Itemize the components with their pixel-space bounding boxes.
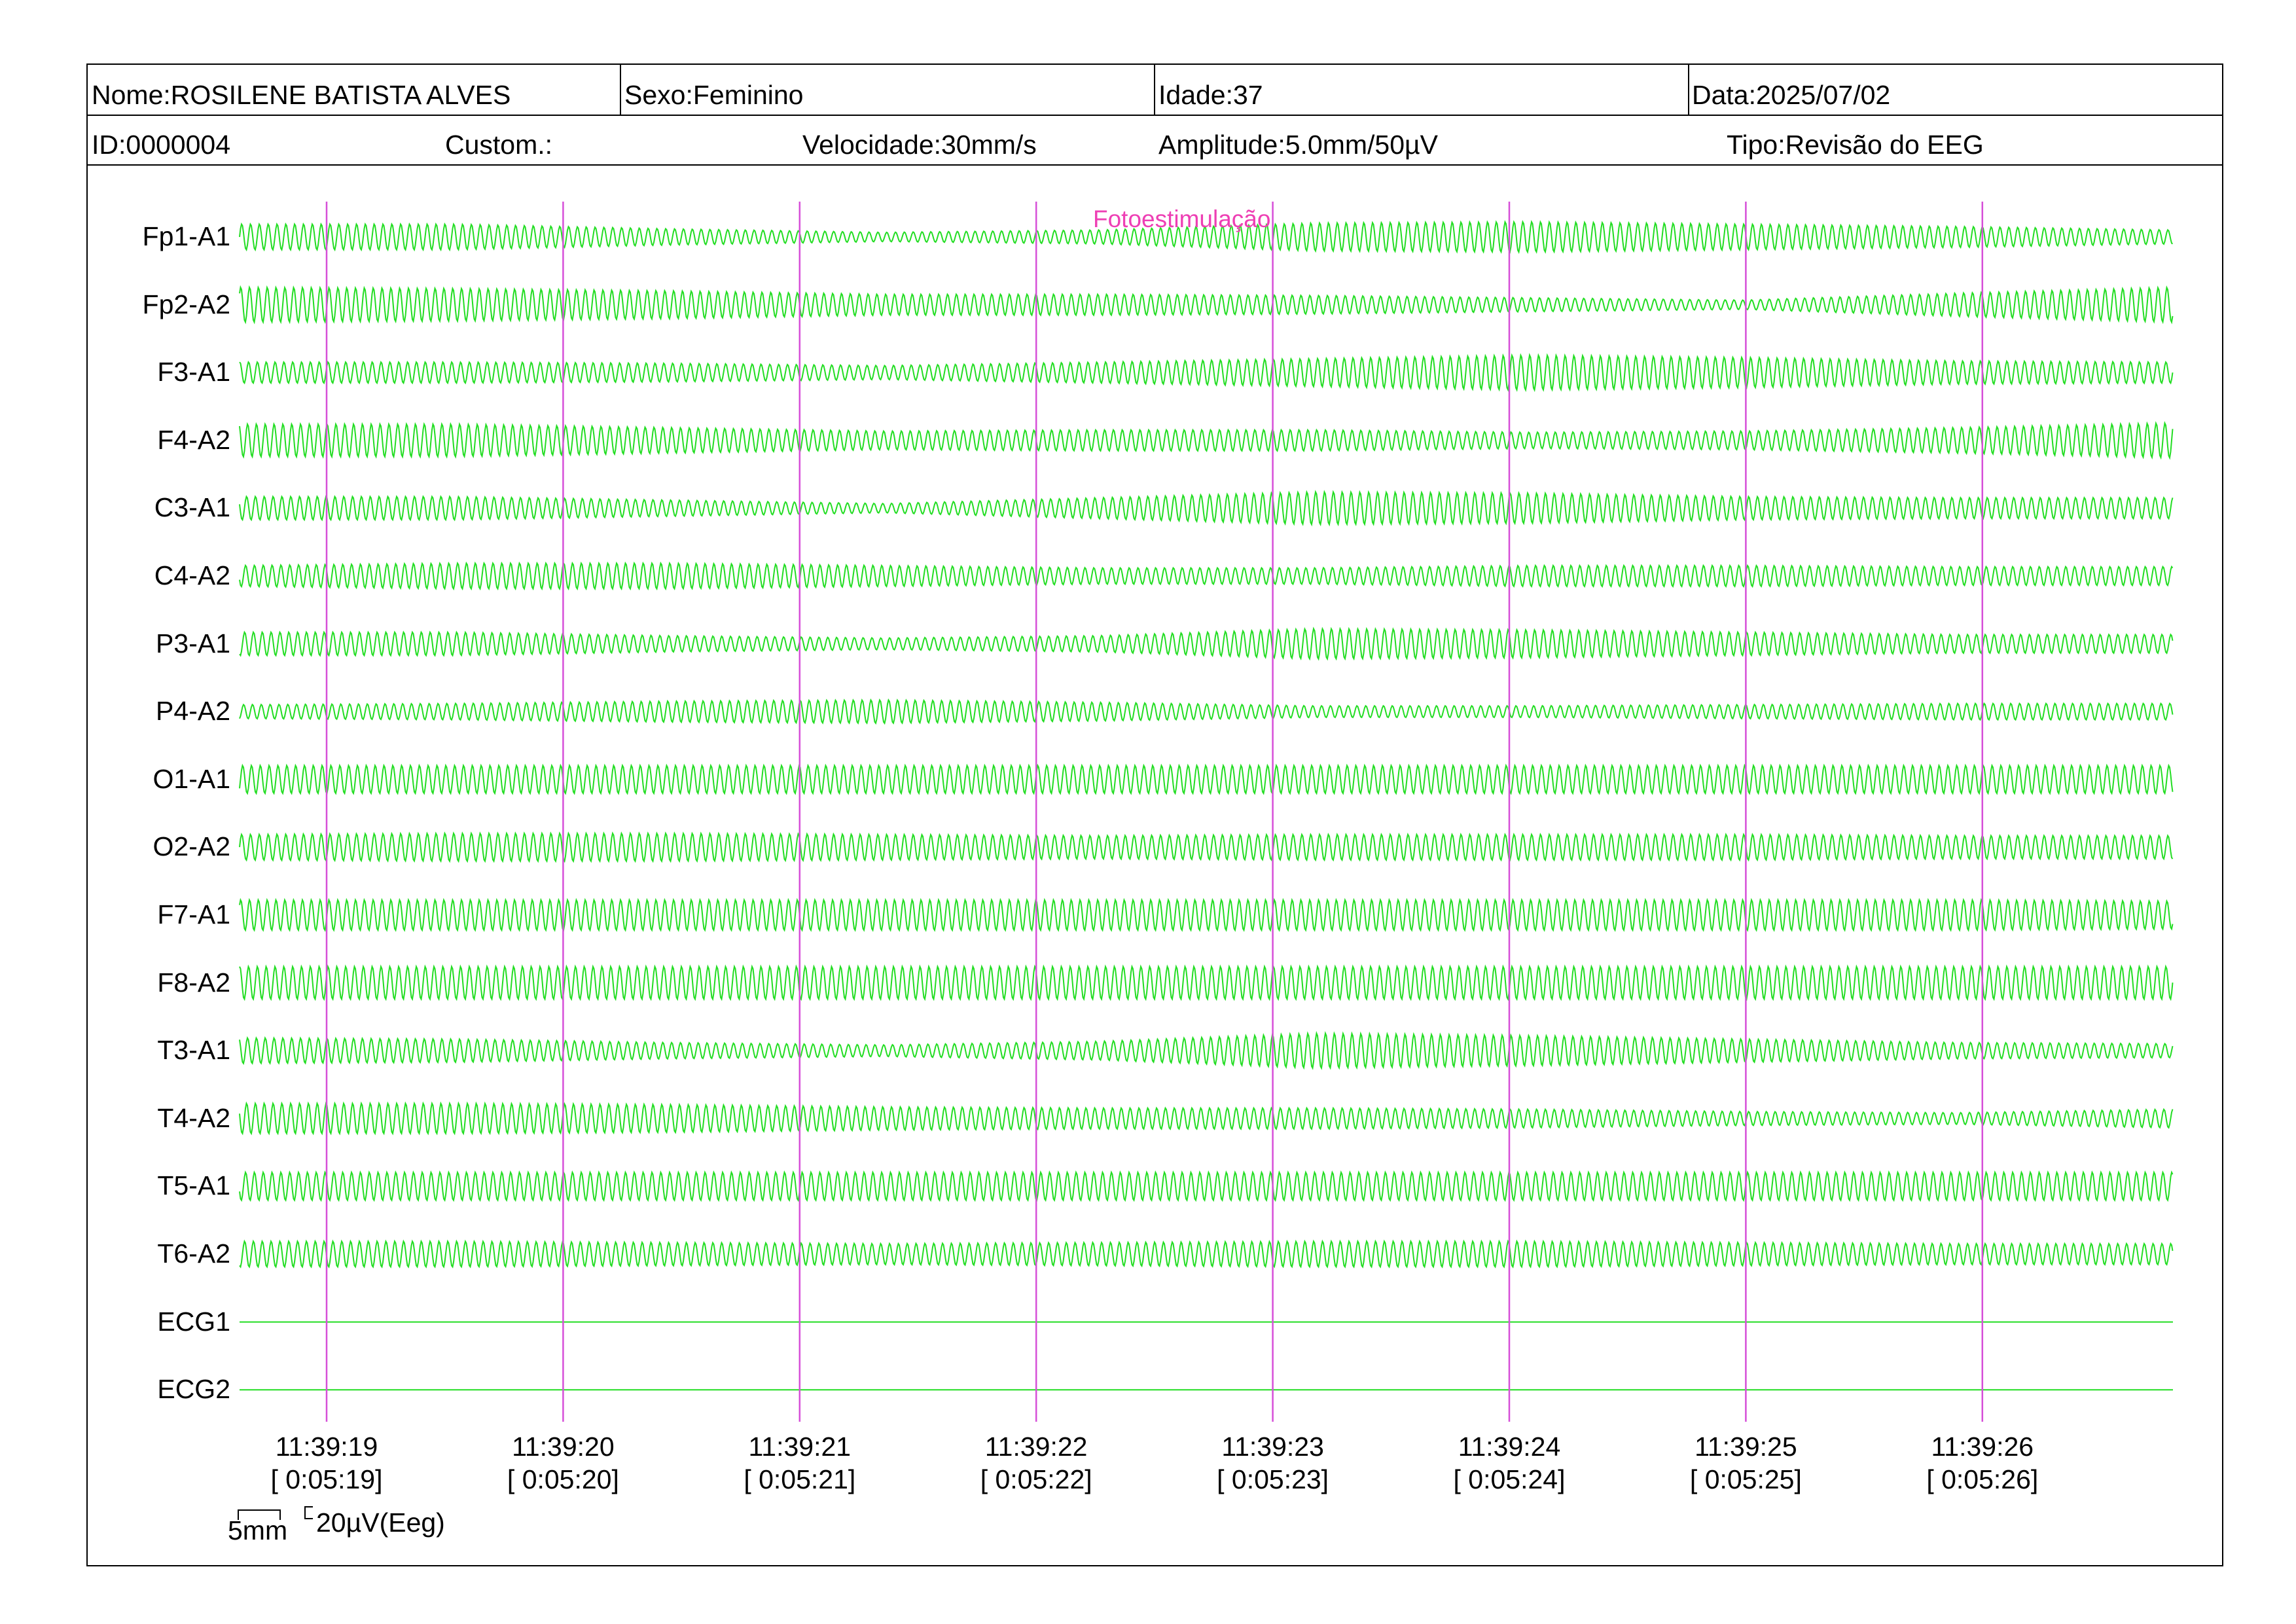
time-elapsed-label: [ 0:05:21]: [744, 1464, 856, 1494]
time-clock-label: 11:39:21: [748, 1432, 852, 1462]
custom-field: Custom.:: [445, 130, 553, 160]
time-clock-label: 11:39:25: [1695, 1432, 1797, 1462]
channel-label: F3-A1: [157, 357, 230, 388]
trace-o2-a2: [239, 831, 2174, 863]
scale-amp-label: 20µV(Eeg): [316, 1507, 445, 1538]
channel-label: F7-A1: [157, 899, 230, 929]
channel-label: ECG2: [157, 1374, 230, 1405]
time-clock-label: 11:39:24: [1458, 1432, 1561, 1462]
time-elapsed-label: [ 0:05:22]: [980, 1464, 1092, 1494]
time-elapsed-label: [ 0:05:26]: [1926, 1464, 2039, 1494]
channel-label: Fp1-A1: [142, 221, 230, 251]
trace-f4-a2: [239, 421, 2174, 460]
time-clock-label: 11:39:22: [984, 1432, 1088, 1462]
trace-p3-a1: [239, 626, 2174, 661]
time-elapsed-label: [ 0:05:20]: [507, 1464, 619, 1494]
channel-label: T5-A1: [157, 1170, 230, 1201]
speed-setting: Velocidade:30mm/s: [802, 130, 1037, 160]
channel-label: C4-A2: [154, 560, 230, 590]
exam-date: Data:2025/07/02: [1692, 80, 1891, 110]
scale-time-bracket: [238, 1509, 281, 1520]
scale-bar: [238, 1506, 313, 1520]
channel-label: F8-A2: [157, 967, 230, 998]
patient-sex: Sexo:Feminino: [624, 80, 804, 110]
patient-id: ID:0000004: [92, 130, 231, 160]
channel-label: T3-A1: [157, 1035, 230, 1066]
trace-t3-a1: [239, 1031, 2174, 1070]
trace-t6-a2: [239, 1239, 2174, 1269]
time-elapsed-label: [ 0:05:24]: [1453, 1464, 1566, 1494]
time-clock-label: 11:39:20: [512, 1432, 615, 1462]
time-elapsed-label: [ 0:05:25]: [1689, 1464, 1802, 1494]
time-clock-label: 11:39:19: [275, 1432, 378, 1462]
report-type: Tipo:Revisão do EEG: [1727, 130, 1984, 160]
channel-label: Fp2-A2: [142, 289, 230, 319]
second-markers: [325, 202, 1984, 1422]
trace-o1-a1: [239, 763, 2174, 795]
time-elapsed-label: [ 0:05:23]: [1217, 1464, 1329, 1494]
time-elapsed-label: [ 0:05:19]: [270, 1464, 383, 1494]
trace-f3-a1: [239, 353, 2174, 393]
trace-f7-a1: [239, 897, 2174, 932]
channel-label: C3-A1: [154, 492, 230, 523]
trace-t4-a2: [239, 1101, 2174, 1136]
report-frame: [86, 63, 2223, 1566]
channel-label: ECG1: [157, 1306, 230, 1337]
channel-label: P3-A1: [156, 628, 230, 659]
time-clock-label: 11:39:26: [1931, 1432, 2034, 1462]
patient-age: Idade:37: [1158, 80, 1263, 110]
trace-t5-a1: [239, 1170, 2174, 1202]
patient-name: Nome:ROSILENE BATISTA ALVES: [92, 80, 511, 110]
outer-frame: [86, 63, 2223, 1566]
scale-amp-bracket: [304, 1506, 313, 1519]
amplitude-setting: Amplitude:5.0mm/50µV: [1158, 130, 1438, 160]
channel-label: F4-A2: [157, 424, 230, 455]
trace-f8-a2: [239, 964, 2174, 1001]
trace-fp2-a2: [239, 285, 2174, 325]
trace-c3-a1: [239, 490, 2174, 527]
channel-label: T6-A2: [157, 1238, 230, 1269]
channel-label: O2-A2: [152, 831, 231, 862]
channel-label: T4-A2: [157, 1102, 230, 1133]
time-clock-label: 11:39:23: [1221, 1432, 1324, 1462]
trace-p4-a2: [239, 698, 2174, 725]
eeg-traces: [239, 220, 2174, 1391]
event-annotation: Fotoestimulação: [1093, 206, 1271, 232]
channel-label: P4-A2: [156, 696, 230, 727]
trace-c4-a2: [239, 561, 2174, 591]
channel-label: O1-A1: [152, 763, 231, 794]
trace-fp1-a1: [239, 220, 2174, 254]
scale-time-label: 5mm: [228, 1515, 288, 1545]
